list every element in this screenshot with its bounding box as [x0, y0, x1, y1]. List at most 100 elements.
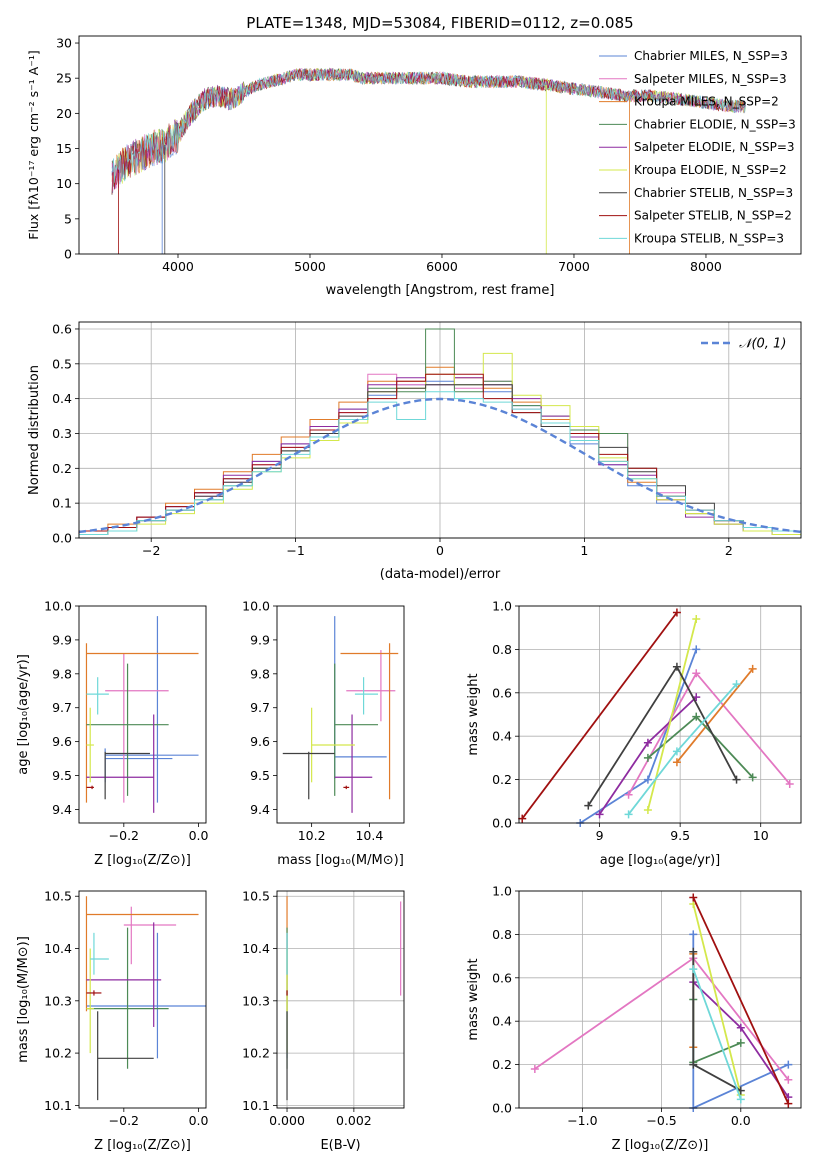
axes-frame — [518, 605, 802, 824]
x-tick-label: 4000 — [162, 259, 194, 274]
panel-residuals: −2 −1 0 1 2 0.0 0.1 0.2 0.3 0.4 0.5 0.6 (data-model)… — [27, 321, 802, 582]
panel-age-vs-Z: −0.2 0.0 9.4 9.5 9.6 9.7 9.8 9.9 10.0 Z [log₁₀(Z/… — [16, 599, 209, 869]
y-tick-label: 0.2 — [492, 1057, 512, 1072]
y-tick-label: 10.2 — [44, 1046, 72, 1061]
y-tick-label: 0 — [64, 247, 72, 262]
weight-marker — [643, 753, 652, 762]
y-tick-label: 10.5 — [44, 889, 72, 904]
legend-label: Salpeter STELIB, N_SSP=2 — [634, 209, 792, 223]
axes-frame — [78, 35, 802, 255]
y-tick-label: 5 — [64, 211, 72, 226]
y-tick-label: 0.6 — [492, 685, 512, 700]
y-tick-label: 9.7 — [52, 700, 72, 715]
y-tick-label: 9.4 — [52, 802, 72, 817]
weight-line — [676, 668, 754, 763]
x-axis-label: (data-model)/error — [380, 567, 501, 582]
weight-line — [692, 968, 742, 1100]
plot-area — [85, 616, 199, 813]
y-tick-label: 10.0 — [242, 599, 270, 614]
y-axis-label: Normed distribution — [27, 365, 42, 495]
y-tick-label: 1.0 — [492, 599, 512, 614]
legend-label: Chabrier ELODIE, N_SSP=3 — [634, 117, 796, 131]
y-tick-label: 30 — [56, 36, 72, 51]
y-tick-label: 10.5 — [242, 889, 270, 904]
x-tick-label: −0.2 — [109, 828, 139, 843]
x-tick-label: 1 — [580, 543, 588, 558]
weight-marker — [672, 662, 681, 671]
x-tick-label: 9 — [596, 828, 604, 843]
axes-frame — [78, 890, 207, 1109]
weight-marker — [692, 645, 701, 654]
x-tick-label: 0.0 — [189, 1113, 209, 1128]
weight-marker — [732, 775, 741, 784]
weight-marker — [643, 738, 652, 747]
y-axis-label: mass [log₁₀(M/M⊙)] — [16, 936, 31, 1063]
axes-frame — [276, 890, 405, 1109]
spectrum-line — [111, 68, 746, 195]
plot-area — [286, 896, 402, 1101]
panel-mass-weight-vs-age: 9 9.5 10 0.0 0.2 0.4 0.6 0.8 1.0 age [log₁₀(age/y… — [466, 599, 802, 868]
weight-marker — [689, 1060, 698, 1069]
weight-marker — [672, 758, 681, 767]
x-tick-label: 7000 — [558, 259, 590, 274]
y-tick-label: 9.4 — [250, 802, 270, 817]
weight-marker — [584, 801, 593, 810]
weight-marker — [736, 1038, 745, 1047]
x-axis-label: Z [log₁₀(Z/Z⊙)] — [94, 853, 191, 868]
weight-marker — [692, 712, 701, 721]
legend-label: Kroupa ELODIE, N_SSP=2 — [634, 163, 787, 177]
panel-mass-weight-vs-Z: −1.0 −0.5 0.0 0.0 0.2 0.4 0.6 0.8 1.0 Z [log₁₀(Z/… — [466, 884, 802, 1153]
x-tick-label: 8000 — [690, 259, 722, 274]
y-tick-label: 10.3 — [242, 993, 270, 1008]
y-tick-label: 10.4 — [44, 941, 72, 956]
y-tick-label: 10.0 — [44, 599, 72, 614]
y-tick-label: 0.4 — [492, 1014, 512, 1029]
y-tick-label: 9.7 — [250, 700, 270, 715]
weight-marker — [785, 779, 794, 788]
y-tick-label: 0.6 — [492, 970, 512, 985]
weight-line — [521, 611, 678, 820]
x-tick-label: 0.000 — [269, 1113, 305, 1128]
weight-marker — [672, 608, 681, 617]
legend-label: Chabrier MILES, N_SSP=3 — [634, 49, 788, 63]
y-tick-label: 0.1 — [52, 496, 72, 511]
weight-marker — [692, 615, 701, 624]
legend-label: Kroupa MILES, N_SSP=2 — [634, 95, 779, 109]
x-axis-label: E(B-V) — [320, 1138, 360, 1153]
x-tick-label: 2 — [725, 543, 733, 558]
x-tick-label: −1 — [286, 543, 304, 558]
plot-area — [85, 896, 206, 1101]
weight-marker — [643, 805, 652, 814]
x-tick-label: 0 — [436, 543, 444, 558]
x-tick-label: 5000 — [294, 259, 326, 274]
weight-marker — [643, 775, 652, 784]
y-axis-label: mass weight — [466, 958, 481, 1040]
weight-marker — [689, 947, 698, 956]
x-tick-label: 10 — [753, 828, 769, 843]
x-tick-label: −0.5 — [646, 1113, 676, 1128]
weight-marker — [624, 810, 633, 819]
weight-line — [647, 618, 698, 811]
weight-marker — [736, 1095, 745, 1104]
y-tick-label: 9.9 — [52, 632, 72, 647]
weight-line — [692, 903, 742, 1096]
x-tick-label: 0.0 — [189, 828, 209, 843]
x-tick-label: 10.4 — [355, 828, 383, 843]
x-axis-label: mass [log₁₀(M/M⊙)] — [277, 853, 404, 868]
weight-marker — [732, 680, 741, 689]
y-tick-label: 10.4 — [242, 941, 270, 956]
axes-frame — [518, 890, 802, 1109]
y-tick-label: 10.1 — [242, 1098, 270, 1113]
legend-label: Kroupa STELIB, N_SSP=3 — [634, 231, 784, 245]
y-tick-label: 1.0 — [492, 884, 512, 899]
weight-marker — [784, 1075, 793, 1084]
y-tick-label: 0.2 — [492, 772, 512, 787]
weight-marker — [689, 893, 698, 902]
figure-panels: 4000 5000 6000 7000 8000051015202530PLATE=13… — [16, 14, 802, 1153]
x-tick-label: −2 — [142, 543, 160, 558]
legend-label: Salpeter MILES, N_SSP=3 — [634, 72, 787, 86]
y-tick-label: 0.4 — [492, 729, 512, 744]
panel-spectrum: 4000 5000 6000 7000 8000 0 5 10 15 20 25 30 PLATE=13… — [26, 14, 802, 298]
plot-area — [111, 67, 746, 254]
weight-marker — [692, 669, 701, 678]
